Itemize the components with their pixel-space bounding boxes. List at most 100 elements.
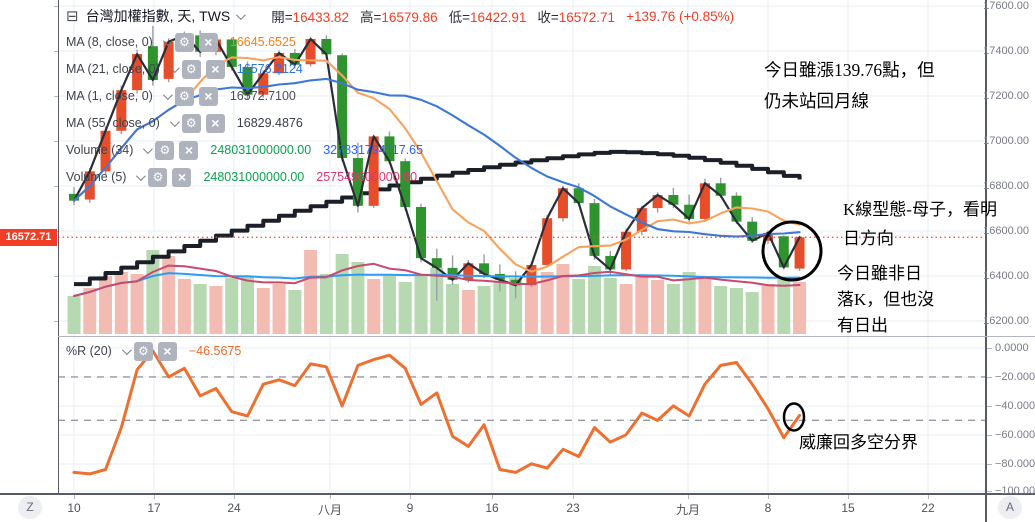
price-axis-tick <box>54 276 58 277</box>
main-price-chart[interactable] <box>58 0 985 336</box>
wr-axis-tick <box>987 348 992 349</box>
symbol-title[interactable]: 台灣加權指數, 天, TWS <box>85 8 231 24</box>
time-axis-tick <box>74 495 75 499</box>
change-value: +139.76 (+0.85%) <box>626 8 735 24</box>
legend-row-wr: %R (20) ⚙ × −46.5675 <box>66 341 241 361</box>
timezone-button[interactable]: Z <box>18 496 42 519</box>
settings-gear-icon[interactable]: ⚙ <box>148 167 168 187</box>
settings-gear-icon[interactable]: ⚙ <box>174 86 194 106</box>
close-icon[interactable]: × <box>179 140 199 160</box>
volume-ma5-line <box>73 262 801 297</box>
time-axis-label: 10 <box>67 501 81 515</box>
time-axis-label: 9 <box>406 501 414 515</box>
wr-axis-tick <box>987 464 992 465</box>
indicator-label[interactable]: %R (20) <box>66 344 112 358</box>
settings-gear-icon[interactable]: ⚙ <box>174 32 194 52</box>
chevron-down-icon[interactable] <box>162 35 173 46</box>
time-axis-tick <box>234 495 235 499</box>
ma55-step-line <box>74 149 802 287</box>
indicator-value: 16645.6525 <box>229 35 296 49</box>
time-axis-tick <box>768 495 769 499</box>
left-plot-border <box>58 0 59 493</box>
indicator-value: 248031000000.00 <box>203 170 305 184</box>
wr-grid <box>58 337 985 493</box>
time-axis-label: 24 <box>227 501 241 515</box>
time-axis-label: 23 <box>566 501 580 515</box>
price-axis-tick <box>54 141 58 142</box>
wr-axis-tick <box>987 435 992 436</box>
price-axis-tick <box>54 6 58 7</box>
wr-axis-label: −60.0000 <box>995 429 1035 441</box>
settings-gear-icon[interactable]: ⚙ <box>181 113 201 133</box>
chevron-down-icon[interactable] <box>143 143 154 154</box>
panel-divider[interactable] <box>58 336 1035 337</box>
chevron-down-icon[interactable] <box>236 9 247 20</box>
time-axis-tick <box>573 495 574 499</box>
time-axis-label: 17 <box>147 501 161 515</box>
time-axis-tick <box>848 495 849 499</box>
annotation-k-pattern[interactable]: K線型態-母子，看明 日方向 <box>843 200 997 248</box>
close-icon[interactable]: × <box>205 59 225 79</box>
time-axis-label: 九月 <box>675 503 701 517</box>
close-icon[interactable]: × <box>172 167 192 187</box>
time-axis-label: 八月 <box>317 503 343 517</box>
chevron-down-icon[interactable] <box>169 116 180 127</box>
price-axis-tick <box>54 51 58 52</box>
wr-axis-tick <box>987 491 992 492</box>
price-axis-label: 17000.00 <box>983 135 1029 147</box>
ma21-line <box>72 77 801 238</box>
indicator-label[interactable]: MA (8, close, 0) <box>66 35 153 49</box>
ohlc-field: 低=16422.91 <box>448 10 527 25</box>
legend-row-indicator-2: MA (1, close, 0) ⚙ × 16572.7100 <box>66 86 296 106</box>
time-axis-tick <box>688 495 689 499</box>
close-icon[interactable]: × <box>198 32 218 52</box>
symbol-header: ⊟ 台灣加權指數, 天, TWS 開=16433.82 高=16579.86 低=1… <box>66 6 734 26</box>
auto-scale-button[interactable]: A <box>998 496 1022 519</box>
annotation-month-line[interactable]: 今日雖漲139.76點，但 仍未站回月線 <box>764 60 935 111</box>
right-axis-border <box>985 0 987 522</box>
close-icon[interactable]: × <box>205 113 225 133</box>
calendar-interval-icon[interactable]: ⊟ <box>66 7 79 25</box>
settings-gear-icon[interactable]: ⚙ <box>155 140 175 160</box>
settings-gear-icon[interactable]: ⚙ <box>181 59 201 79</box>
indicator-label[interactable]: Volume (34) <box>66 143 134 157</box>
wr-axis-label: −100.0000 <box>995 485 1035 497</box>
ohlc-fields: 開=16433.82 高=16579.86 低=16422.91 收=16572.71 <box>271 6 626 26</box>
chevron-down-icon[interactable] <box>121 344 132 355</box>
time-axis-tick <box>492 495 493 499</box>
indicator-label[interactable]: MA (21, close, 0) <box>66 62 160 76</box>
annotation-wr-boundary[interactable]: 威廉回多空分界 <box>799 433 918 452</box>
legend-row-indicator-1: MA (21, close, 0) ⚙ × 16576.2124 <box>66 59 303 79</box>
ohlc-field: 高=16579.86 <box>359 10 438 25</box>
chevron-down-icon[interactable] <box>136 170 147 181</box>
close-icon[interactable]: × <box>157 341 177 361</box>
wr-axis-label: −80.0000 <box>995 458 1035 470</box>
legend-row-indicator-3: MA (55, close, 0) ⚙ × 16829.4876 <box>66 113 303 133</box>
legend-row-indicator-4: Volume (34) ⚙ × 248031000000.00 327831794117… <box>66 140 423 160</box>
indicator-label[interactable]: Volume (5) <box>66 170 127 184</box>
time-axis-label: 15 <box>841 501 855 515</box>
indicator-label[interactable]: MA (1, close, 0) <box>66 89 153 103</box>
price-axis-label: 16600.00 <box>983 225 1029 237</box>
ellipse-annotation-wr[interactable] <box>782 402 806 432</box>
chevron-down-icon[interactable] <box>169 62 180 73</box>
ellipse-annotation-candles[interactable] <box>761 220 823 282</box>
close-icon[interactable]: × <box>198 86 218 106</box>
ohlc-field: 收=16572.71 <box>537 10 616 25</box>
indicator-value: −46.5675 <box>188 344 242 358</box>
time-axis-tick <box>330 495 331 499</box>
price-axis-tick <box>54 321 58 322</box>
annotation-sunrise[interactable]: 今日雖非日 落K，但也沒 有日出 <box>837 264 935 335</box>
indicator-value: 16576.2124 <box>236 62 303 76</box>
time-axis-tick <box>928 495 929 499</box>
legend-row-indicator-5: Volume (5) ⚙ × 248031000000.00 257549600000.… <box>66 167 417 187</box>
price-axis-label: 17200.00 <box>983 90 1029 102</box>
price-axis-label: 17400.00 <box>983 45 1029 57</box>
indicator-label[interactable]: MA (55, close, 0) <box>66 116 160 130</box>
settings-gear-icon[interactable]: ⚙ <box>133 341 153 361</box>
chevron-down-icon[interactable] <box>162 89 173 100</box>
williams-r-chart[interactable] <box>58 337 985 493</box>
price-axis-tick <box>54 96 58 97</box>
price-axis-label: 16200.00 <box>983 315 1029 327</box>
indicator-value: 248031000000.00 <box>210 143 312 157</box>
